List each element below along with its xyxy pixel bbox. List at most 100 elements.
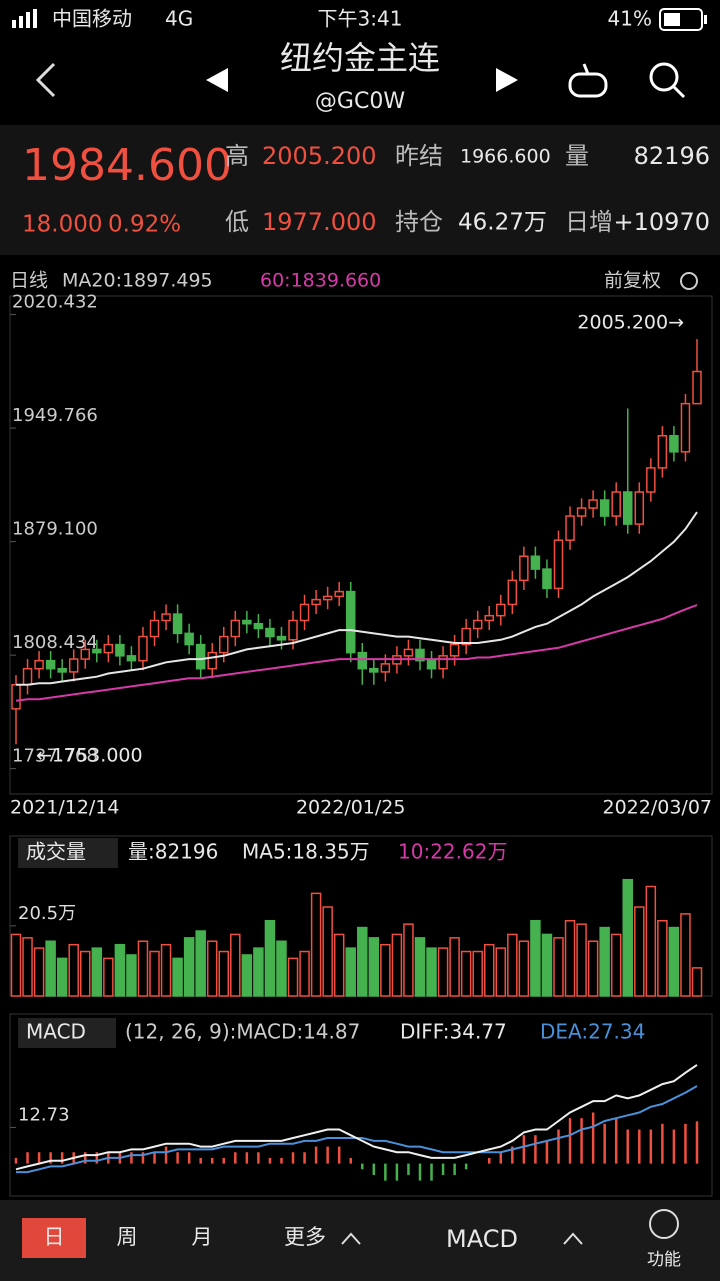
low: 1977.000 (262, 208, 377, 236)
candle-body (34, 659, 44, 670)
volume-title: 成交量 (26, 840, 86, 864)
y-tick-label: 1737.768 (12, 746, 98, 767)
y-tick-label: 1949.766 (12, 405, 98, 426)
volume-bar (183, 937, 195, 997)
func-icon[interactable] (649, 1209, 679, 1239)
volume-bar (553, 937, 564, 997)
candle-body (472, 619, 483, 630)
candle-body (588, 499, 598, 509)
x-tick-label: 2022/03/07 (602, 797, 712, 819)
volume-bar (149, 950, 160, 997)
volume-bar (518, 940, 530, 997)
candle-body (576, 507, 587, 517)
volume-bar (287, 957, 299, 997)
candle-body (646, 467, 656, 493)
volume-bar (114, 943, 126, 997)
macd-frame (9, 1013, 713, 1197)
candle-body (103, 643, 114, 654)
min-label: ←1753.000 (36, 745, 143, 767)
volume-bar (56, 957, 68, 997)
volume-bar (276, 940, 287, 997)
candle-body (334, 590, 344, 598)
back-button[interactable] (35, 62, 56, 98)
candle-body (57, 667, 67, 673)
volume-bar (218, 950, 230, 997)
candle-body (195, 643, 206, 670)
more-arrow[interactable] (341, 1232, 361, 1245)
macd-selector[interactable] (18, 1018, 116, 1048)
volume-bar (322, 906, 333, 997)
quote-panel (0, 125, 720, 255)
candle-body (45, 659, 56, 670)
volume-bar (91, 947, 103, 997)
volume-bar (310, 892, 322, 997)
volume-bar (587, 940, 599, 997)
volume-bar (495, 947, 507, 997)
tab-indicator[interactable]: MACD (446, 1225, 518, 1253)
candle-body (380, 663, 391, 673)
volume-bar (668, 926, 680, 997)
macd-params: (12, 26, 9):MACD:14.87 (125, 1020, 360, 1044)
candle-body (634, 491, 645, 525)
tab-func[interactable]: 功能 (647, 1250, 681, 1270)
prev-label: 昨结 (395, 142, 443, 170)
tab-day[interactable]: 日 (44, 1225, 65, 1249)
robot-icon[interactable] (568, 63, 608, 98)
candle-body (622, 491, 633, 525)
search-icon[interactable] (649, 62, 686, 99)
prev-button[interactable] (206, 68, 228, 92)
low-label: 低 (225, 208, 249, 236)
volume-bar (657, 919, 668, 997)
volume-bar (253, 947, 264, 997)
volume-selector[interactable] (18, 838, 118, 868)
volume-bar (472, 950, 483, 997)
candle-body (184, 632, 194, 646)
volume-bar (103, 957, 114, 997)
diff-text: DIFF:34.77 (400, 1020, 507, 1044)
volume-bar (507, 933, 518, 997)
tab-day-bg[interactable] (22, 1218, 86, 1258)
candle-body (369, 667, 379, 673)
tab-week[interactable]: 周 (117, 1225, 138, 1249)
volume-bar (680, 913, 691, 997)
candle-body (161, 613, 171, 622)
candle-body (242, 619, 252, 625)
ma60-label: 60:1839.660 (260, 270, 381, 292)
volume-bar (264, 919, 276, 997)
volume-bar (645, 885, 657, 997)
nav-subtitle: @GC0W (315, 89, 405, 114)
volume-bar (206, 940, 218, 997)
volume-label: 量 (565, 142, 589, 170)
volume-bar (403, 923, 414, 997)
inc: +10970 (614, 208, 710, 236)
last-price: 1984.600 (22, 140, 232, 191)
settings-icon[interactable] (680, 272, 698, 290)
candle-body (553, 539, 564, 590)
next-button[interactable] (496, 68, 518, 92)
tab-month[interactable]: 月 (192, 1225, 213, 1249)
volume-bar (45, 940, 56, 997)
change-pct: 0.92% (108, 212, 181, 238)
high-label: 高 (225, 142, 249, 170)
volume-bar (483, 943, 495, 997)
candle-body (542, 568, 552, 590)
volume-bar (380, 943, 391, 997)
candle-body (415, 648, 425, 662)
diff-line (15, 1064, 698, 1171)
candle-body (426, 659, 437, 670)
candle-body (80, 648, 91, 660)
candle-body (657, 435, 668, 469)
volume-bar (299, 950, 310, 997)
max-label: 2005.200→ (577, 312, 684, 334)
volume-bar (391, 933, 403, 997)
volume-bar (333, 933, 345, 997)
candle-body (230, 619, 241, 638)
adjust[interactable]: 前复权 (604, 270, 661, 292)
high: 2005.200 (262, 142, 377, 170)
candle-body (115, 643, 125, 657)
candle-body (207, 651, 217, 670)
ma-line (15, 604, 698, 702)
indicator-arrow[interactable] (563, 1232, 583, 1245)
candle-body (22, 667, 33, 686)
tab-more[interactable]: 更多 (284, 1225, 326, 1249)
